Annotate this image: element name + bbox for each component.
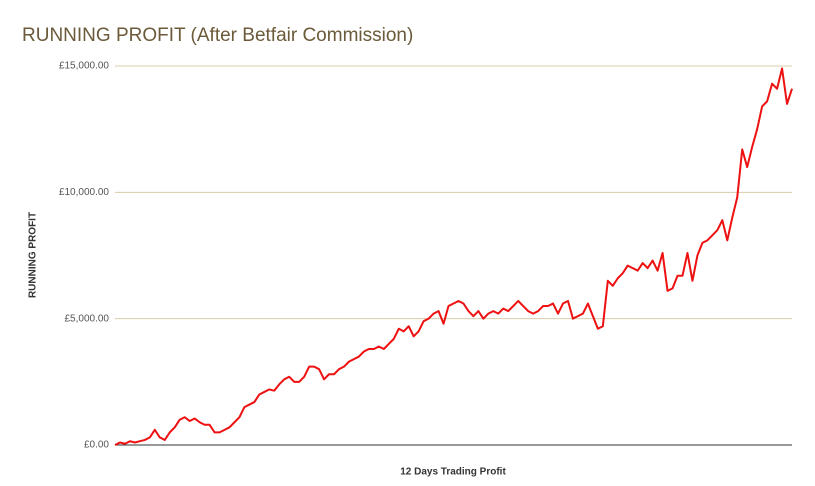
line	[114, 67, 793, 446]
y-tick-label: £5,000.00	[65, 313, 110, 324]
chart-title: RUNNING PROFIT (After Betfair Commission…	[22, 25, 413, 46]
y-axis-label: RUNNING PROFIT	[28, 212, 39, 298]
y-tick-label: £0.00	[84, 440, 109, 451]
x-axis-label: 12 Days Trading Profit	[400, 467, 506, 478]
y-tick-label: £15,000.00	[59, 61, 109, 72]
y-tick-label: £10,000.00	[59, 187, 109, 198]
